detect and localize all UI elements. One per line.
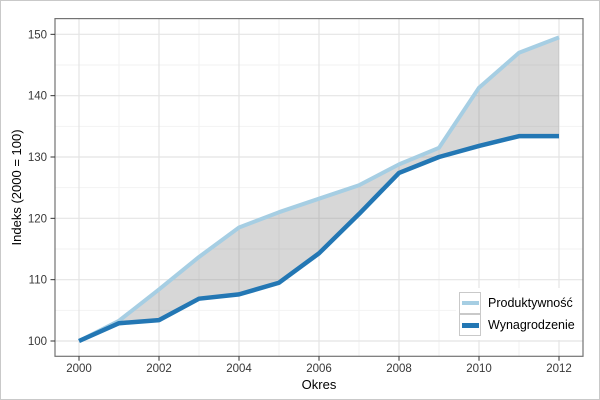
y-tick-label: 130 <box>28 152 47 164</box>
x-tick-label: 2002 <box>146 363 172 375</box>
x-tick-label: 2000 <box>66 363 92 375</box>
wynagrodzenie-line-swatch <box>461 322 479 328</box>
y-tick-label: 110 <box>29 275 47 287</box>
y-axis-title: Indeks (2000 = 100) <box>9 129 24 245</box>
legend-item-wynagrodzenie: Wynagrodzenie <box>456 314 582 337</box>
y-tick-label: 150 <box>28 29 47 41</box>
legend-item-produktywnosc: Produktywność <box>456 291 582 315</box>
x-tick-label: 2008 <box>386 363 412 375</box>
legend-key-box <box>459 314 481 337</box>
x-tick-label: 2004 <box>226 363 252 375</box>
produktywnosc-line-swatch <box>461 300 479 305</box>
x-axis-title: Okres <box>302 377 337 392</box>
legend: Produktywność Wynagrodzenie <box>456 288 582 340</box>
x-tick-label: 2010 <box>466 363 492 375</box>
y-tick-label: 140 <box>28 91 47 103</box>
produktywnosc-line <box>78 35 560 343</box>
x-tick-label: 2012 <box>546 363 572 375</box>
x-tick-label: 2006 <box>306 363 332 375</box>
legend-key-box <box>459 291 481 314</box>
legend-label-wynagrodzenie: Wynagrodzenie <box>488 318 575 333</box>
y-tick-label: 100 <box>28 336 47 348</box>
y-tick-label: 120 <box>28 213 47 225</box>
legend-label-produktywnosc: Produktywność <box>488 295 573 310</box>
fill-between-area <box>79 37 559 342</box>
wynagrodzenie-line <box>78 133 559 344</box>
